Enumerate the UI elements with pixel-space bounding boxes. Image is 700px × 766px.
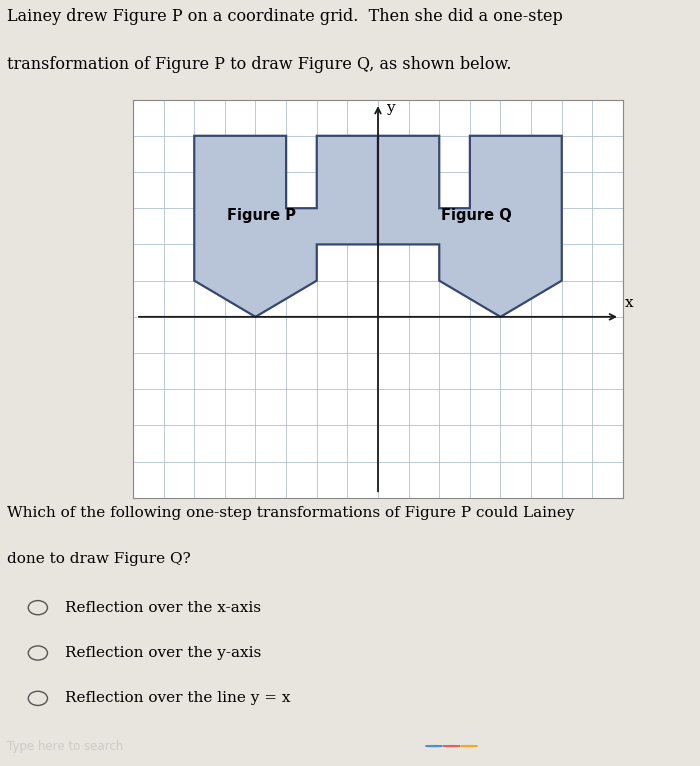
Text: Reflection over the x-axis: Reflection over the x-axis <box>65 601 261 614</box>
Text: y: y <box>386 101 394 116</box>
Text: transformation of Figure P to draw Figure Q, as shown below.: transformation of Figure P to draw Figur… <box>7 56 512 73</box>
Text: done to draw Figure Q?: done to draw Figure Q? <box>7 552 190 565</box>
Text: x: x <box>624 296 634 309</box>
Text: Figure Q: Figure Q <box>440 208 512 223</box>
Text: Figure P: Figure P <box>227 208 296 223</box>
Text: Reflection over the y-axis: Reflection over the y-axis <box>65 646 262 660</box>
Polygon shape <box>195 136 378 317</box>
Text: Reflection over the line y = x: Reflection over the line y = x <box>65 692 290 705</box>
Text: Lainey drew Figure P on a coordinate grid.  Then she did a one-step: Lainey drew Figure P on a coordinate gri… <box>7 8 563 25</box>
Circle shape <box>426 745 442 747</box>
Text: Type here to search: Type here to search <box>7 740 123 752</box>
Circle shape <box>461 745 477 747</box>
Polygon shape <box>378 136 561 317</box>
Text: Which of the following one-step transformations of Figure P could Lainey: Which of the following one-step transfor… <box>7 506 575 519</box>
Circle shape <box>443 745 460 747</box>
